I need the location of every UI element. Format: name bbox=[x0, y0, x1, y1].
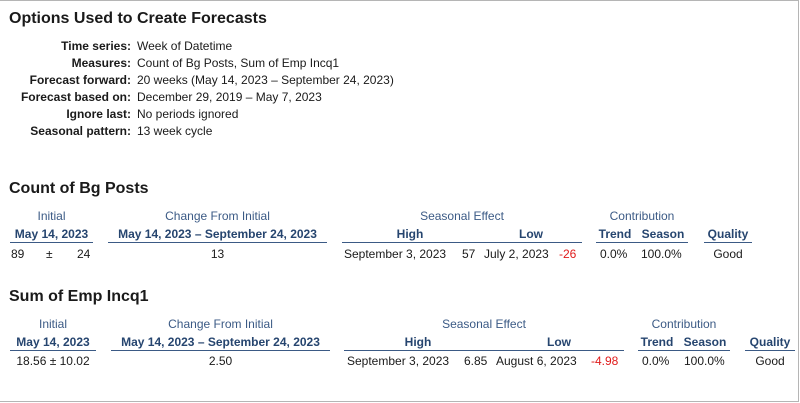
initial-value: 89 bbox=[11, 247, 25, 261]
plus-minus: ± bbox=[46, 247, 53, 261]
header-underline bbox=[704, 242, 752, 243]
initial-error: 24 bbox=[77, 247, 91, 261]
option-label: Measures: bbox=[71, 56, 131, 70]
change-value: 2.50 bbox=[208, 354, 233, 368]
header-seasonal-effect: Seasonal Effect bbox=[442, 317, 526, 331]
quality-value: Good bbox=[713, 247, 743, 261]
option-value: 20 weeks (May 14, 2023 – September 24, 2… bbox=[137, 73, 394, 87]
trend-value: 0.0% bbox=[642, 354, 670, 368]
header-high: High bbox=[404, 335, 432, 349]
initial-value: 18.56 ± 10.02 bbox=[16, 354, 90, 368]
high-date: September 3, 2023 bbox=[344, 247, 447, 261]
header-quality: Quality bbox=[707, 227, 749, 241]
header-underline bbox=[596, 242, 688, 243]
header-change-range: May 14, 2023 – September 24, 2023 bbox=[121, 335, 320, 349]
high-date: September 3, 2023 bbox=[347, 354, 450, 368]
header-change-from-initial: Change From Initial bbox=[168, 317, 273, 331]
header-contribution: Contribution bbox=[609, 209, 675, 223]
header-underline bbox=[745, 350, 795, 351]
option-label: Time series: bbox=[61, 39, 131, 53]
header-low: Low bbox=[519, 227, 543, 241]
header-underline bbox=[638, 350, 730, 351]
header-underline bbox=[342, 242, 582, 243]
option-value: Count of Bg Posts, Sum of Emp Incq1 bbox=[137, 56, 340, 70]
header-underline bbox=[108, 242, 327, 243]
header-change-range: May 14, 2023 – September 24, 2023 bbox=[118, 227, 317, 241]
header-underline bbox=[111, 350, 330, 351]
quality-value: Good bbox=[755, 354, 785, 368]
header-initial: Initial bbox=[37, 209, 66, 223]
header-trend: Trend bbox=[640, 335, 674, 349]
season-value: 100.0% bbox=[641, 247, 682, 261]
header-quality: Quality bbox=[749, 335, 791, 349]
option-label: Ignore last: bbox=[66, 107, 131, 121]
low-date: July 2, 2023 bbox=[484, 247, 549, 261]
header-underline bbox=[10, 350, 96, 351]
header-underline bbox=[344, 350, 624, 351]
header-change-from-initial: Change From Initial bbox=[165, 209, 270, 223]
low-date: August 6, 2023 bbox=[496, 354, 577, 368]
page-title: Options Used to Create Forecasts bbox=[9, 10, 267, 27]
header-initial-date: May 14, 2023 bbox=[14, 227, 89, 241]
season-value: 100.0% bbox=[684, 354, 725, 368]
option-label: Forecast based on: bbox=[20, 90, 131, 104]
option-value: December 29, 2019 – May 7, 2023 bbox=[137, 90, 322, 104]
option-label: Forecast forward: bbox=[29, 73, 131, 87]
header-high: High bbox=[396, 227, 424, 241]
low-value: -26 bbox=[559, 247, 577, 261]
header-season: Season bbox=[641, 227, 685, 241]
change-value: 13 bbox=[210, 247, 225, 261]
low-value: -4.98 bbox=[591, 354, 619, 368]
header-initial: Initial bbox=[38, 317, 67, 331]
high-value: 57 bbox=[462, 247, 476, 261]
measure-title: Count of Bg Posts bbox=[9, 180, 149, 197]
header-low: Low bbox=[547, 335, 571, 349]
header-underline bbox=[10, 242, 93, 243]
header-trend: Trend bbox=[598, 227, 632, 241]
trend-value: 0.0% bbox=[600, 247, 628, 261]
header-season: Season bbox=[683, 335, 727, 349]
measure-title: Sum of Emp Incq1 bbox=[9, 288, 149, 305]
option-label: Seasonal pattern: bbox=[30, 124, 131, 138]
header-contribution: Contribution bbox=[651, 317, 717, 331]
option-value: No periods ignored bbox=[137, 107, 239, 121]
header-initial-date: May 14, 2023 bbox=[16, 335, 90, 349]
option-value: Week of Datetime bbox=[137, 39, 233, 53]
header-seasonal-effect: Seasonal Effect bbox=[420, 209, 504, 223]
high-value: 6.85 bbox=[464, 354, 488, 368]
option-value: 13 week cycle bbox=[137, 124, 213, 138]
